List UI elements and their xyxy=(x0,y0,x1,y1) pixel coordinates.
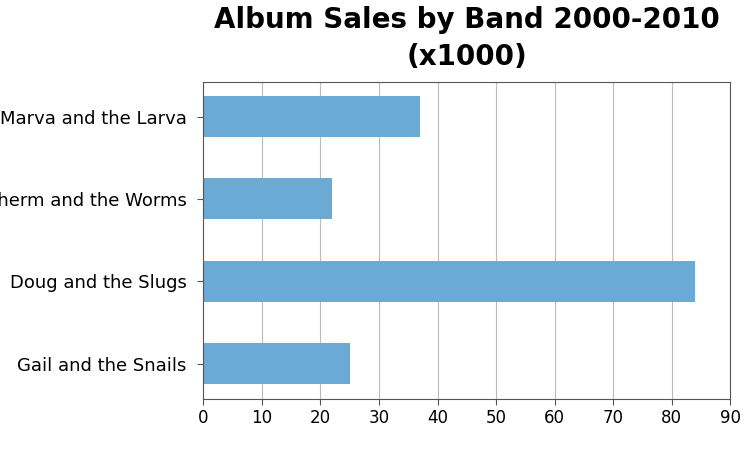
Title: Album Sales by Band 2000-2010
(x1000): Album Sales by Band 2000-2010 (x1000) xyxy=(214,6,720,71)
Bar xyxy=(203,178,332,220)
Bar xyxy=(203,260,695,302)
Bar xyxy=(203,343,349,384)
Bar xyxy=(203,96,420,137)
